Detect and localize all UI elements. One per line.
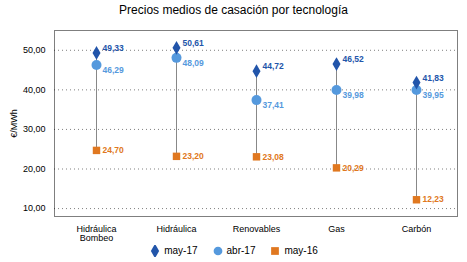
svg-text:46,52: 46,52 [343,54,365,64]
svg-text:39,95: 39,95 [423,90,445,100]
svg-text:20,29: 20,29 [343,163,365,173]
svg-text:Renovables: Renovables [233,224,281,234]
svg-text:46,29: 46,29 [103,65,125,75]
svg-text:€/MWh: €/MWh [9,109,19,138]
svg-text:40,00: 40,00 [23,85,46,95]
svg-text:48,09: 48,09 [183,58,205,68]
svg-text:Gas: Gas [328,224,345,234]
svg-text:49,33: 49,33 [103,43,125,53]
svg-text:24,70: 24,70 [103,145,125,155]
svg-text:HidráulicaBombeo: HidráulicaBombeo [76,224,116,243]
svg-text:Hidráulica: Hidráulica [156,224,196,234]
svg-text:20,00: 20,00 [23,164,46,174]
svg-text:30,00: 30,00 [23,124,46,134]
html-text:Precios medios de casación por: Precios medios de casación por tecnologí… [119,3,348,17]
svg-text:39,98: 39,98 [343,90,365,100]
html-text:may-17: may-17 [164,245,198,256]
svg-text:10,00: 10,00 [23,203,46,213]
svg-text:50,61: 50,61 [183,38,205,48]
svg-text:23,20: 23,20 [183,151,205,161]
svg-text:12,23: 12,23 [423,194,445,204]
html-text:abr-17: abr-17 [226,245,256,256]
html-text:may-16: may-16 [284,245,318,256]
svg-text:23,08: 23,08 [263,152,285,162]
svg-text:50,00: 50,00 [23,45,46,55]
svg-text:37,41: 37,41 [263,100,285,110]
svg-text:Carbón: Carbón [402,224,432,234]
svg-text:44,72: 44,72 [263,61,285,71]
svg-text:41,83: 41,83 [423,73,445,83]
